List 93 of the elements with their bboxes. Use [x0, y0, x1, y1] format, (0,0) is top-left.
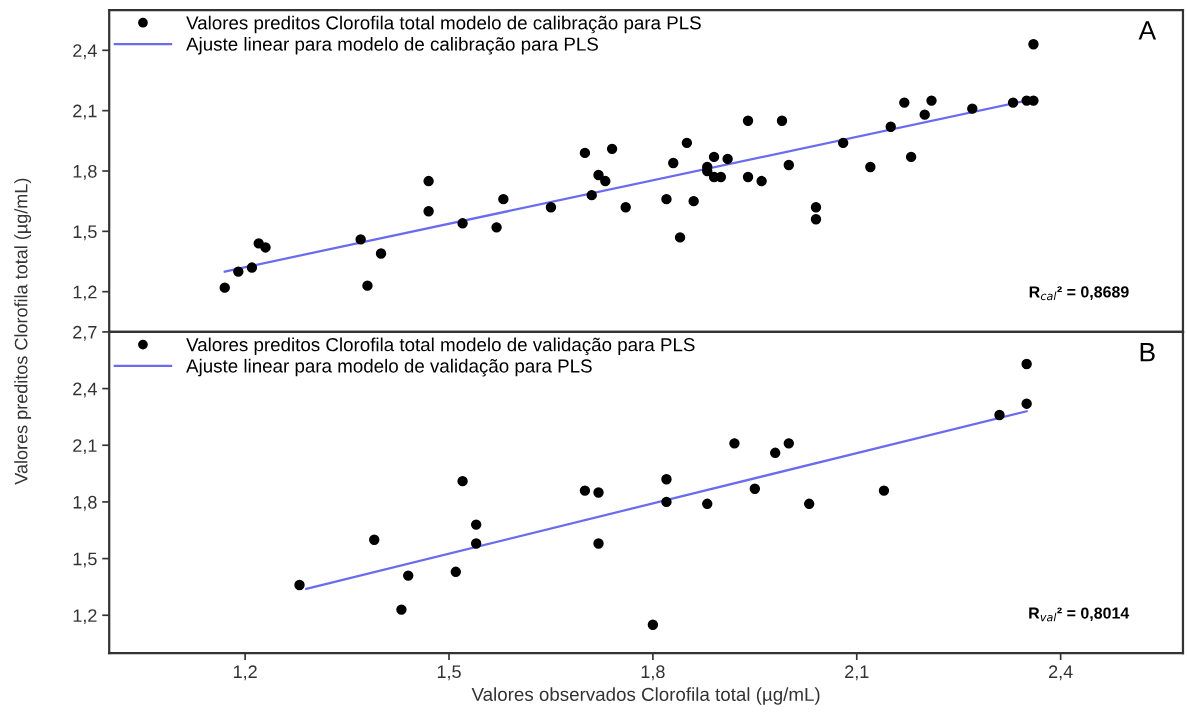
y-tick-label: 1,2	[73, 285, 97, 301]
point	[593, 169, 604, 181]
point	[810, 214, 822, 225]
point	[457, 218, 468, 229]
point	[770, 447, 781, 459]
point	[722, 153, 733, 165]
point	[498, 193, 509, 205]
point	[742, 171, 754, 183]
point	[681, 137, 693, 149]
y-tick-label: 1,8	[73, 495, 97, 511]
point	[967, 103, 978, 114]
point	[926, 95, 937, 106]
point	[450, 566, 461, 578]
point	[803, 498, 815, 510]
annotation: B	[1140, 343, 1155, 362]
point	[369, 534, 380, 545]
y-tick-label: 2,1	[73, 104, 97, 120]
point	[837, 137, 849, 149]
point	[661, 193, 672, 205]
point	[362, 280, 373, 291]
point	[878, 485, 890, 496]
x-tick-label: 2,1	[845, 665, 869, 681]
point	[994, 409, 1005, 421]
point	[579, 485, 591, 496]
point	[749, 483, 761, 494]
y-tick-label: 1,5	[73, 552, 97, 568]
point	[702, 498, 713, 510]
annotation: R$_{cal}$² = 0,8689	[1029, 286, 1129, 301]
x-axis-title: Valores observados Clorofila total (µg/mL)	[471, 687, 820, 705]
point	[423, 175, 434, 187]
point	[1007, 97, 1019, 108]
point	[1021, 358, 1032, 370]
point	[647, 619, 659, 630]
point	[375, 248, 387, 259]
point	[661, 474, 672, 485]
x-tick-label: 1,5	[437, 665, 461, 681]
annotation: A	[1138, 21, 1157, 40]
point	[688, 195, 699, 207]
point	[396, 604, 407, 615]
point	[294, 579, 305, 591]
point	[919, 109, 930, 120]
point	[729, 438, 740, 449]
point	[620, 202, 631, 213]
point	[219, 282, 230, 293]
point	[776, 115, 788, 126]
point	[260, 242, 271, 253]
point	[810, 202, 822, 213]
y-tick-label: 2,1	[73, 439, 97, 455]
point	[742, 115, 754, 126]
y-tick-label: 2,7	[73, 325, 97, 341]
point	[885, 121, 896, 132]
point	[545, 202, 557, 213]
y-tick-label: 1,5	[73, 225, 97, 241]
point	[423, 206, 434, 217]
point	[661, 496, 672, 508]
point	[470, 538, 482, 549]
legend-label: Ajuste linear para modelo de calibração para PLS	[186, 37, 598, 55]
x-tick-label: 2,4	[1049, 665, 1073, 681]
point	[593, 538, 604, 549]
point	[355, 234, 366, 245]
point	[600, 175, 611, 187]
annotation: R$_{val}$² = 0,8014	[1029, 607, 1130, 622]
point	[491, 222, 502, 233]
point	[579, 147, 591, 159]
x-tick-label: 1,8	[641, 665, 665, 681]
legend-label: Valores preditos Clorofila total modelo de calibração para PLS	[186, 15, 701, 34]
point	[233, 266, 244, 277]
point	[865, 161, 876, 173]
legend-label: Ajuste linear para modelo de validação para PLS	[186, 358, 592, 377]
point	[899, 97, 910, 108]
y-tick-label: 2,4	[73, 382, 97, 398]
point	[457, 475, 468, 487]
point	[606, 143, 618, 155]
point	[1028, 39, 1039, 50]
legend-label: Valores preditos Clorofila total modelo de validação para PLS	[186, 337, 695, 356]
x-tick-label: 1,2	[233, 665, 257, 681]
point	[674, 232, 686, 243]
point	[708, 151, 720, 163]
point	[905, 151, 917, 163]
y-tick-label: 1,2	[73, 609, 97, 625]
point	[403, 570, 414, 581]
point	[1021, 398, 1032, 409]
point	[783, 438, 794, 449]
point	[668, 157, 679, 169]
point	[246, 262, 258, 273]
point	[756, 175, 767, 187]
y-tick-label: 1,8	[73, 164, 97, 180]
point	[470, 519, 482, 530]
point	[593, 487, 604, 498]
point	[586, 189, 597, 201]
y-tick-label: 2,4	[73, 44, 97, 60]
y-axis-title: Valores preditos Clorofila total (µg/mL)	[14, 178, 32, 485]
point	[783, 159, 794, 171]
